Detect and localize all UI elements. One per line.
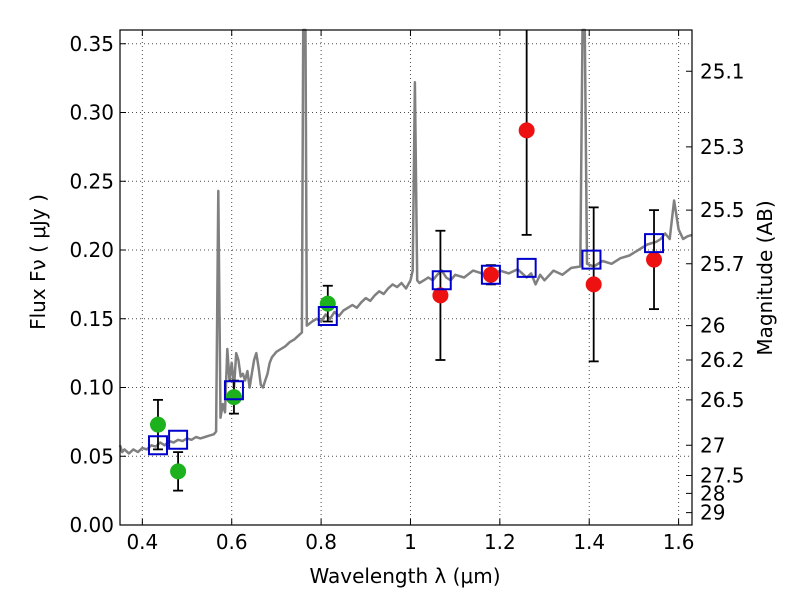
x-tick-label: 1.2: [484, 530, 516, 554]
x-tick-label: 1.6: [663, 530, 695, 554]
spectrum-line: [118, 28, 693, 455]
spectrum-path: [118, 28, 693, 455]
data-point-marker: [225, 389, 242, 406]
y-tick-label: 0.05: [69, 444, 114, 468]
right-tick-label: 25.1: [700, 59, 745, 83]
y-axis-label-right: Magnitude (AB): [753, 200, 777, 355]
model-square-marker: [516, 257, 537, 278]
y-tick-label: 0.30: [69, 101, 114, 125]
right-tick-label: 27: [700, 433, 725, 457]
x-tick-label: 1.4: [573, 530, 605, 554]
y-tick-label: 0.20: [69, 238, 114, 262]
model-square-marker: [223, 380, 244, 401]
model-square-marker: [480, 264, 501, 285]
x-tick-label: 0.4: [126, 530, 158, 554]
y-axis-label: Flux Fν ( μJy ): [26, 194, 50, 330]
model-square-marker: [317, 306, 338, 326]
right-tick-label: 28: [700, 481, 725, 505]
model-square-marker: [431, 270, 452, 291]
data-point-marker: [585, 276, 602, 293]
plot-frame: [119, 29, 693, 526]
x-axis-label: Wavelength λ (μm): [309, 564, 500, 588]
data-point-marker: [319, 295, 336, 312]
data-point-marker: [432, 287, 449, 304]
model-square-marker: [168, 429, 189, 450]
x-tick-label: 0.6: [216, 530, 248, 554]
data-point-marker: [482, 266, 499, 283]
right-tick-label: 29: [700, 501, 725, 525]
data-point-marker: [646, 251, 663, 268]
x-tick-label: 1: [404, 530, 417, 554]
right-tick-label: 26: [700, 314, 725, 338]
right-tick-label: 26.5: [700, 388, 745, 412]
data-point-marker: [518, 122, 535, 139]
model-square-marker: [644, 233, 665, 254]
right-tick-label: 25.3: [700, 135, 745, 159]
right-tick-label: 26.2: [700, 348, 745, 372]
model-square-marker: [147, 435, 168, 456]
right-tick-label: 25.5: [700, 198, 745, 222]
y-tick-label: 0.35: [69, 32, 114, 56]
y-tick-label: 0.15: [69, 307, 114, 331]
x-tick-label: 0.8: [305, 530, 337, 554]
y-tick-label: 0.10: [69, 376, 114, 400]
y-tick-label: 0.00: [69, 513, 114, 537]
data-markers: [147, 30, 665, 492]
model-square-marker: [581, 249, 602, 270]
data-point-marker: [149, 416, 166, 433]
data-point-marker: [170, 463, 187, 480]
right-tick-label: 27.5: [700, 464, 745, 488]
right-tick-label: 25.7: [700, 252, 745, 276]
grid: [120, 30, 692, 526]
axis-ticks: 0.4 0.6 0.8 1 1.2 1.4 1.6 0.00 0.05 0.10 0.15 0.20 0…: [69, 30, 745, 554]
y-tick-label: 0.25: [69, 169, 114, 193]
